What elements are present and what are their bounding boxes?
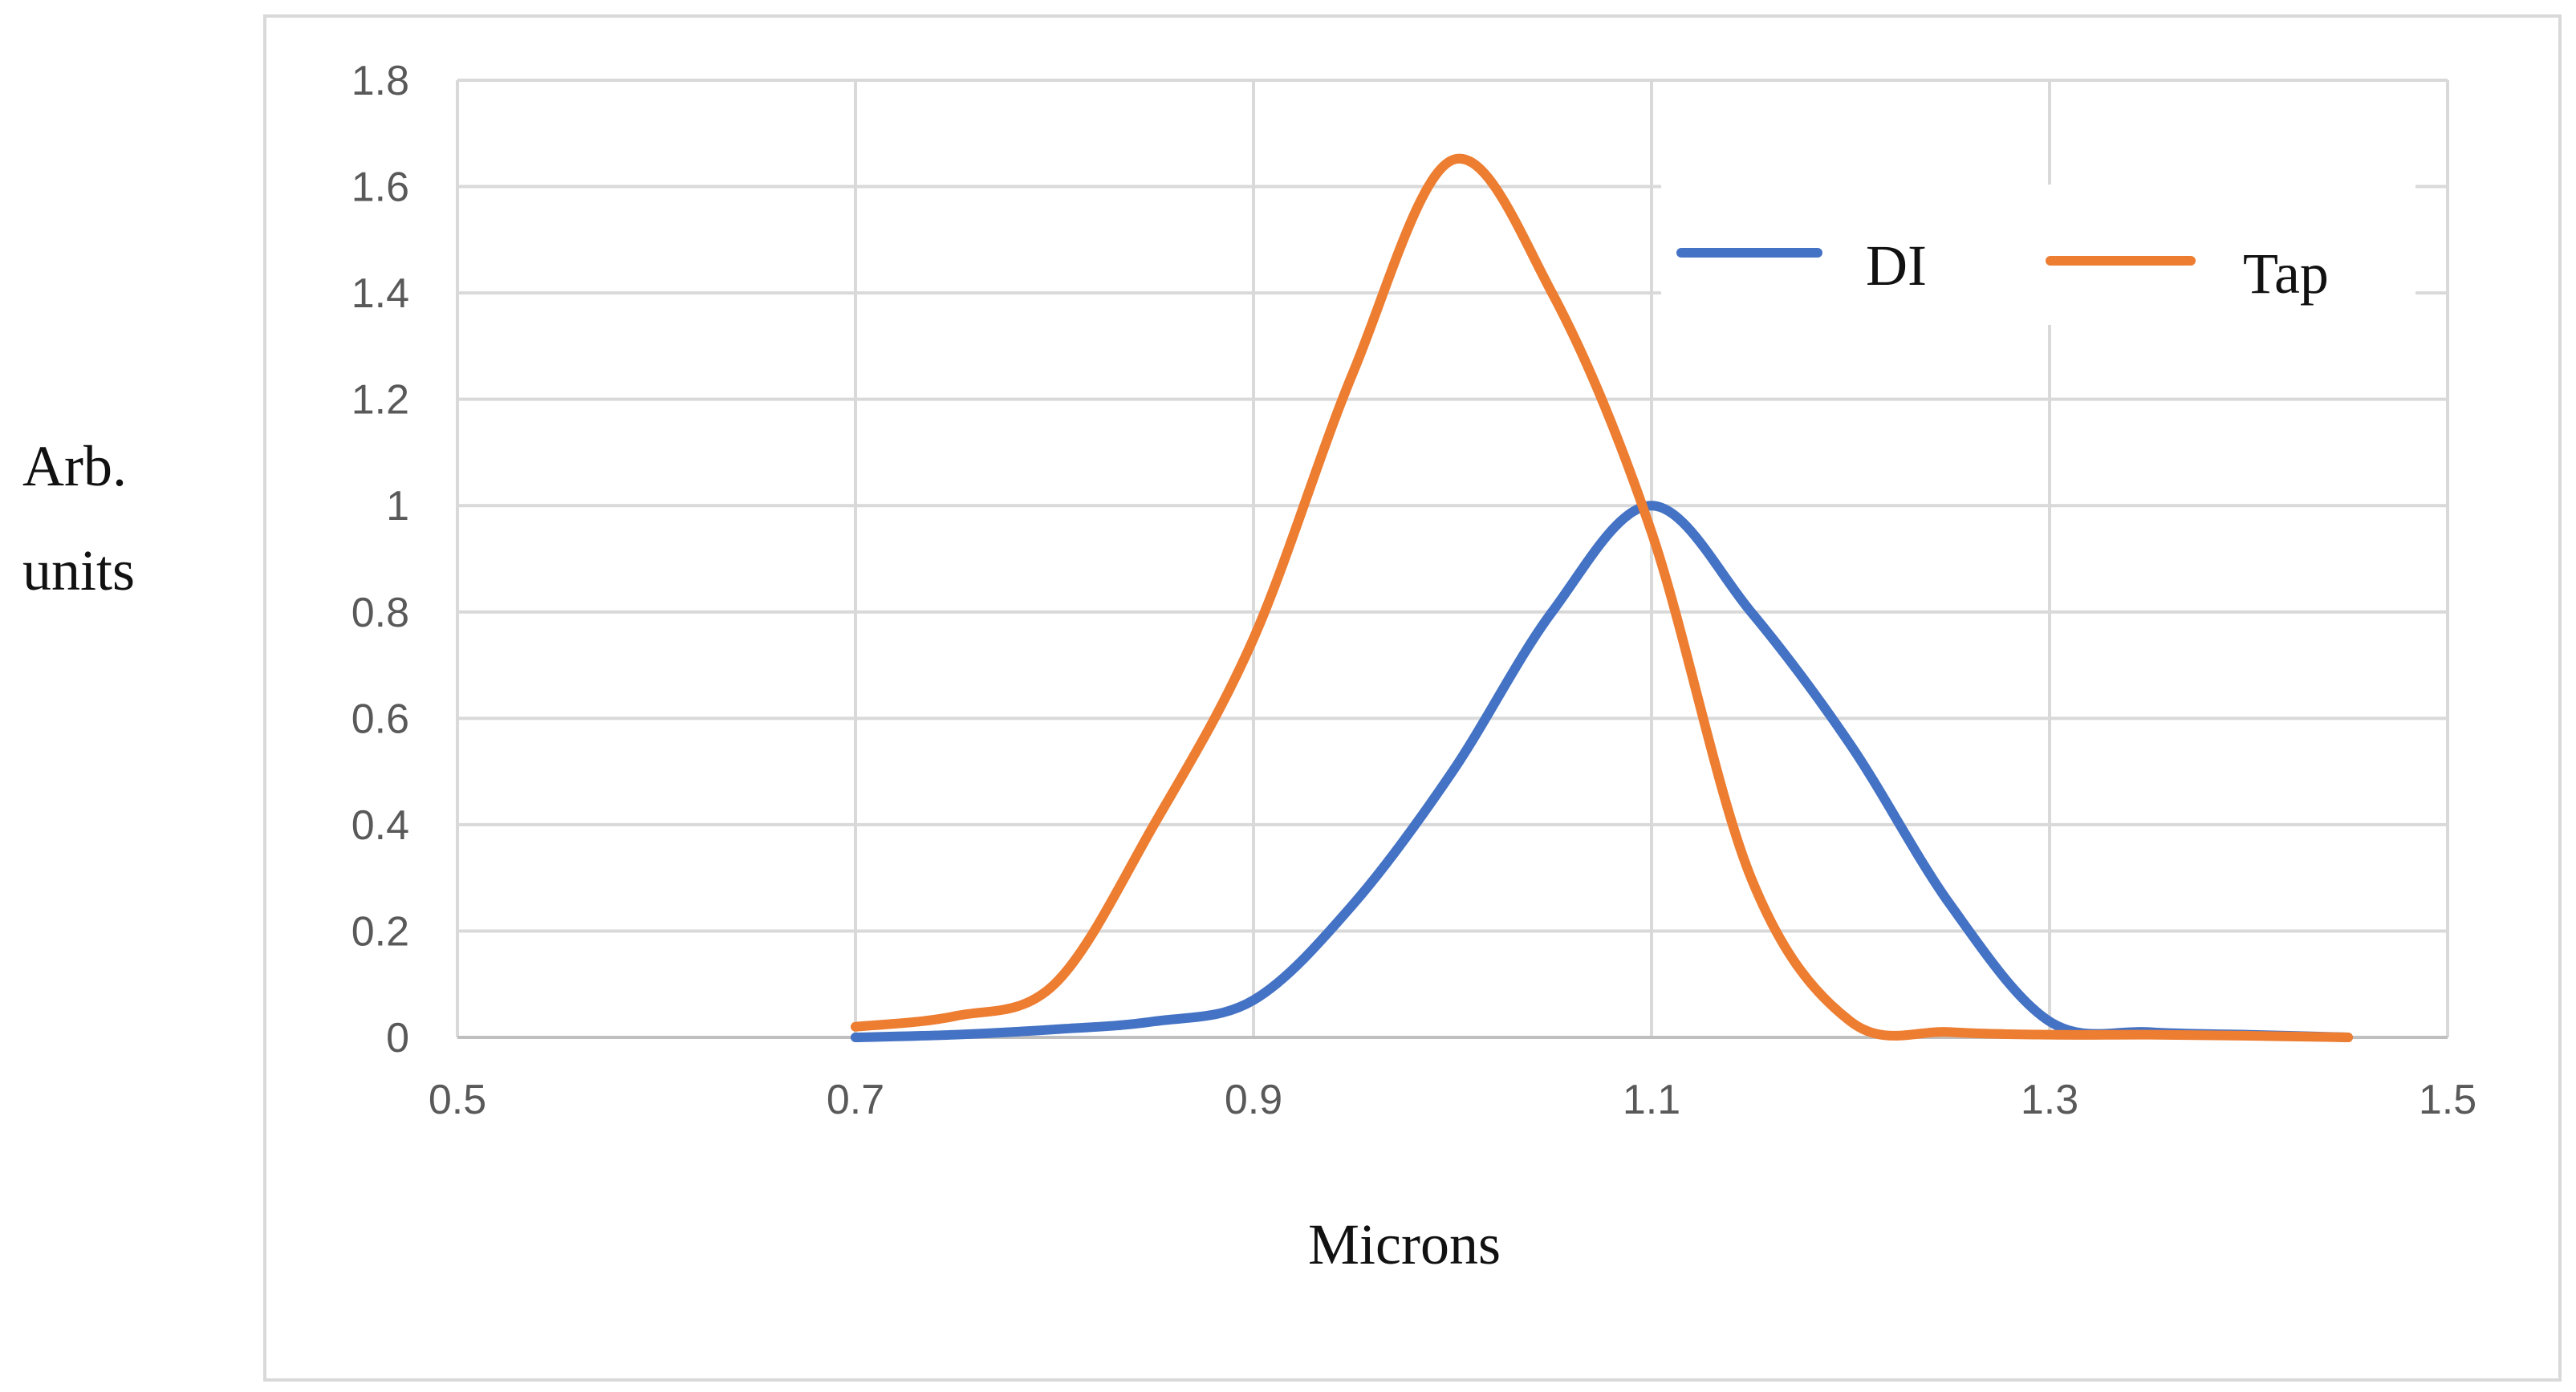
y-tick-label: 0.2 <box>351 908 409 955</box>
axis-titles: Microns Arb. units <box>22 434 1501 1276</box>
x-tick-label: 1.5 <box>2419 1077 2476 1123</box>
x-tick-label: 0.9 <box>1225 1077 1282 1123</box>
y-axis-title-line: Arb. <box>22 434 127 498</box>
x-axis-title: Microns <box>1308 1212 1501 1276</box>
y-tick-label: 0.4 <box>351 802 409 849</box>
legend: DI Tap <box>1661 185 2416 325</box>
y-tick-label: 0.8 <box>351 590 409 636</box>
y-tick-label: 1 <box>386 483 409 530</box>
y-tick-label: 0 <box>386 1015 409 1061</box>
series-line-di <box>851 501 2353 1042</box>
y-tick-label: 1.8 <box>351 58 409 104</box>
series-lines <box>851 153 2353 1042</box>
y-axis-title-line: units <box>22 538 135 603</box>
series-line-tap <box>851 153 2353 1042</box>
legend-label-tap: Tap <box>2243 241 2329 306</box>
y-tick-label: 1.4 <box>351 270 409 317</box>
y-tick-label: 0.6 <box>351 696 409 742</box>
y-tick-label: 1.6 <box>351 164 409 211</box>
legend-label-di: DI <box>1866 233 1927 298</box>
x-tick-label: 1.1 <box>1623 1077 1680 1123</box>
y-tick-label: 1.2 <box>351 377 409 424</box>
x-tick-label: 1.3 <box>2021 1077 2078 1123</box>
x-tick-label: 0.7 <box>827 1077 884 1123</box>
x-tick-label: 0.5 <box>429 1077 486 1123</box>
